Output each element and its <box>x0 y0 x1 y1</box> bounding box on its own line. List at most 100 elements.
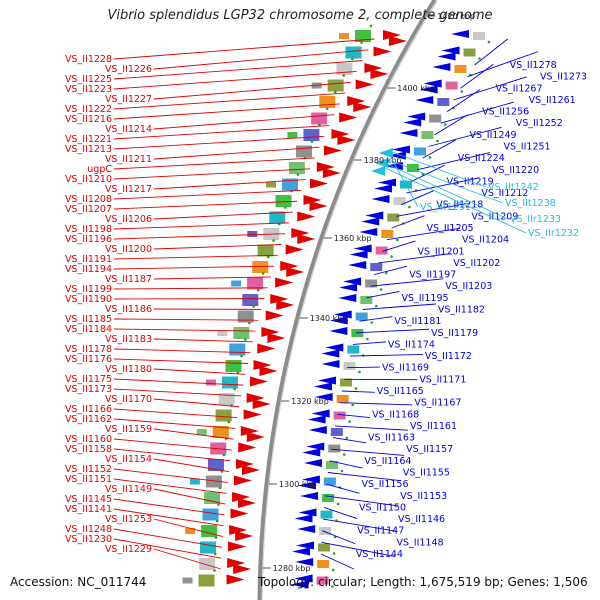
gene-label: VS_II1191 <box>65 254 112 265</box>
marker-dot <box>379 288 383 291</box>
kbp-tick-label: 1340 kbp <box>310 314 348 323</box>
marker-dot <box>283 206 287 209</box>
leader-line <box>356 328 430 334</box>
reverse-gene-arrow <box>298 508 317 517</box>
gene-block <box>338 33 349 39</box>
leader-line <box>321 541 395 557</box>
gene-features <box>182 24 491 589</box>
reverse-gene-arrow <box>313 382 332 391</box>
gene-block <box>201 525 218 537</box>
gene-label: VS_II1219 <box>447 176 494 187</box>
marker-dot <box>318 123 321 127</box>
reverse-gene-arrow <box>374 184 393 193</box>
gene-label: VS_II1212 <box>481 188 528 199</box>
leader-line <box>153 398 240 408</box>
leader-line <box>113 222 289 230</box>
reverse-gene-arrow <box>365 211 384 220</box>
gene-label: VS_II1150 <box>359 502 406 513</box>
reverse-gene-arrow <box>407 112 426 121</box>
gene-label: VS_II1203 <box>445 281 492 292</box>
forward-gene-arrow <box>276 300 295 310</box>
forward-gene-arrow <box>226 574 245 585</box>
gene-label: VS_II1183 <box>105 334 152 345</box>
map-title: Vibrio splendidus LGP32 chromosome 2, co… <box>107 8 493 23</box>
gene-label: VS_II1144 <box>356 549 403 560</box>
forward-gene-arrow <box>261 327 280 337</box>
forward-gene-arrow <box>227 558 246 568</box>
gene-label: VS_II1168 <box>372 409 419 420</box>
leader-line <box>446 89 481 112</box>
marker-dot <box>248 321 251 325</box>
leader-line <box>113 233 286 240</box>
kbp-tick-label: 1360 kbp <box>334 234 372 243</box>
leader-line <box>453 76 527 101</box>
reverse-gene-arrow <box>415 96 434 104</box>
gene-block <box>229 343 246 356</box>
forward-gene-arrow <box>240 426 259 436</box>
gene-label: VS_II1172 <box>425 351 472 362</box>
forward-gene-arrow <box>230 508 249 519</box>
leader-line <box>153 211 293 220</box>
marker-dot <box>325 107 329 110</box>
forward-gene-arrow <box>246 432 265 442</box>
kbp-tick-label: 1380 kbp <box>364 156 402 165</box>
gene-label: VS_II1171 <box>419 374 466 385</box>
gene-block <box>406 164 419 172</box>
reverse-gene-arrow <box>311 409 330 418</box>
gene-label: VS_II1267 <box>495 83 542 94</box>
kbp-tick-label: 1320 kbp <box>291 397 329 406</box>
gene-block <box>429 114 442 123</box>
reverse-gene-arrow <box>371 195 390 203</box>
marker-dot <box>272 239 275 242</box>
reverse-gene-arrow <box>437 52 456 61</box>
leader-line <box>389 155 419 208</box>
gene-block <box>182 577 193 584</box>
reverse-gene-arrow <box>403 118 422 127</box>
forward-gene-arrow <box>286 267 305 277</box>
leader-line <box>386 163 509 220</box>
reverse-gene-arrow <box>300 492 319 500</box>
marker-dot <box>360 41 363 44</box>
gene-label: VS_II1155 <box>403 468 450 479</box>
gene-label: VS_II1185 <box>65 314 112 325</box>
gene-label: VS_II1181 <box>394 316 441 327</box>
marker-dot <box>266 255 270 259</box>
leader-line <box>113 508 224 527</box>
gene-label: VS_II1251 <box>504 142 551 153</box>
gene-block <box>463 48 476 57</box>
forward-gene-arrow <box>232 492 251 502</box>
marker-dot <box>217 503 220 506</box>
gene-label: VS_II1216 <box>65 114 112 125</box>
gene-label: VS_II1226 <box>105 64 152 75</box>
gene-label: VS_II1209 <box>471 211 518 222</box>
leader-line <box>440 101 514 124</box>
leader-line <box>434 114 468 136</box>
reverse-gene-arrow <box>391 145 410 154</box>
gene-label: VS_II1198 <box>65 224 112 235</box>
gene-label: VS_II1223 <box>65 84 112 95</box>
leader-line <box>391 215 425 229</box>
leader-line <box>113 528 223 548</box>
gene-block <box>365 279 378 288</box>
marker-dot <box>342 453 346 456</box>
gene-label: VS_II1151 <box>65 474 112 485</box>
leader-line <box>153 114 335 130</box>
leader-line <box>391 151 487 188</box>
forward-gene-arrow <box>388 36 407 46</box>
marker-dot <box>384 271 388 275</box>
leader-line <box>334 425 408 431</box>
reverse-gene-arrow <box>343 277 362 286</box>
leader-line <box>428 126 502 147</box>
gene-label: VS_II1176 <box>65 354 112 365</box>
marker-dot <box>261 272 265 275</box>
reverse-gene-arrow <box>329 316 348 325</box>
reverse-gene-arrow <box>302 448 321 457</box>
gene-label: VS_II1194 <box>65 264 112 275</box>
gene-block <box>200 541 217 554</box>
marker-dot <box>487 40 491 44</box>
reverse-gene-arrow <box>423 79 442 88</box>
gene-label: VS_II1249 <box>470 130 517 141</box>
gene-label: VS_II1146 <box>398 514 445 525</box>
leader-line <box>153 458 230 473</box>
